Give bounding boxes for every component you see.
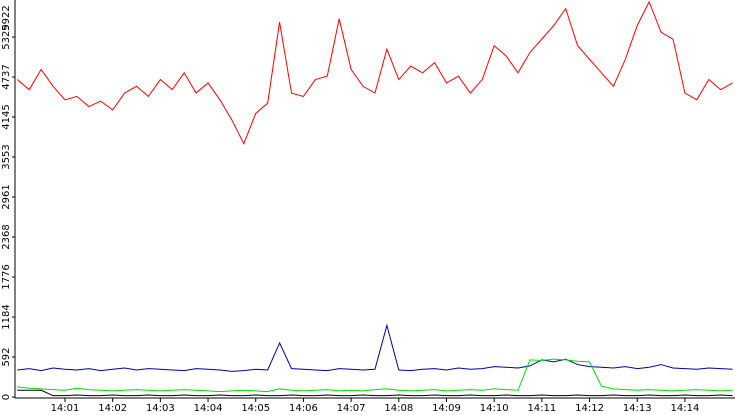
series-line — [17, 358, 733, 393]
y-tick-label: 5329 — [1, 24, 12, 49]
series-line — [17, 323, 733, 372]
x-tick-label: 14:04 — [194, 403, 223, 414]
x-tick-label: 14:09 — [432, 403, 461, 414]
x-tick-label: 14:14 — [671, 403, 700, 414]
x-tick-label: 14:03 — [146, 403, 175, 414]
y-tick-label: 3553 — [1, 144, 12, 169]
y-tick-label: 0 — [1, 394, 12, 400]
series-line — [16, 0, 733, 145]
y-tick-label: 1776 — [1, 264, 12, 289]
x-tick-label: 14:10 — [480, 403, 509, 414]
y-tick-label: 4737 — [1, 64, 12, 89]
y-tick-label: 5922 — [1, 5, 12, 30]
x-tick-label: 14:12 — [575, 403, 604, 414]
x-tick-label: 14:13 — [623, 403, 652, 414]
x-tick-label: 14:08 — [384, 403, 413, 414]
y-tick-label: 4145 — [1, 104, 12, 129]
x-tick-label: 14:05 — [241, 403, 270, 414]
y-tick-label: 1184 — [1, 304, 12, 329]
series-line — [17, 389, 733, 397]
x-tick-label: 14:01 — [51, 403, 80, 414]
y-tick-label: 592 — [1, 347, 12, 366]
x-tick-label: 14:11 — [527, 403, 556, 414]
y-tick-label: 2368 — [1, 224, 12, 249]
y-tick-label: 2961 — [1, 184, 12, 209]
x-tick-label: 14:02 — [98, 403, 127, 414]
x-tick-label: 14:06 — [289, 403, 318, 414]
x-tick-label: 14:07 — [337, 403, 366, 414]
